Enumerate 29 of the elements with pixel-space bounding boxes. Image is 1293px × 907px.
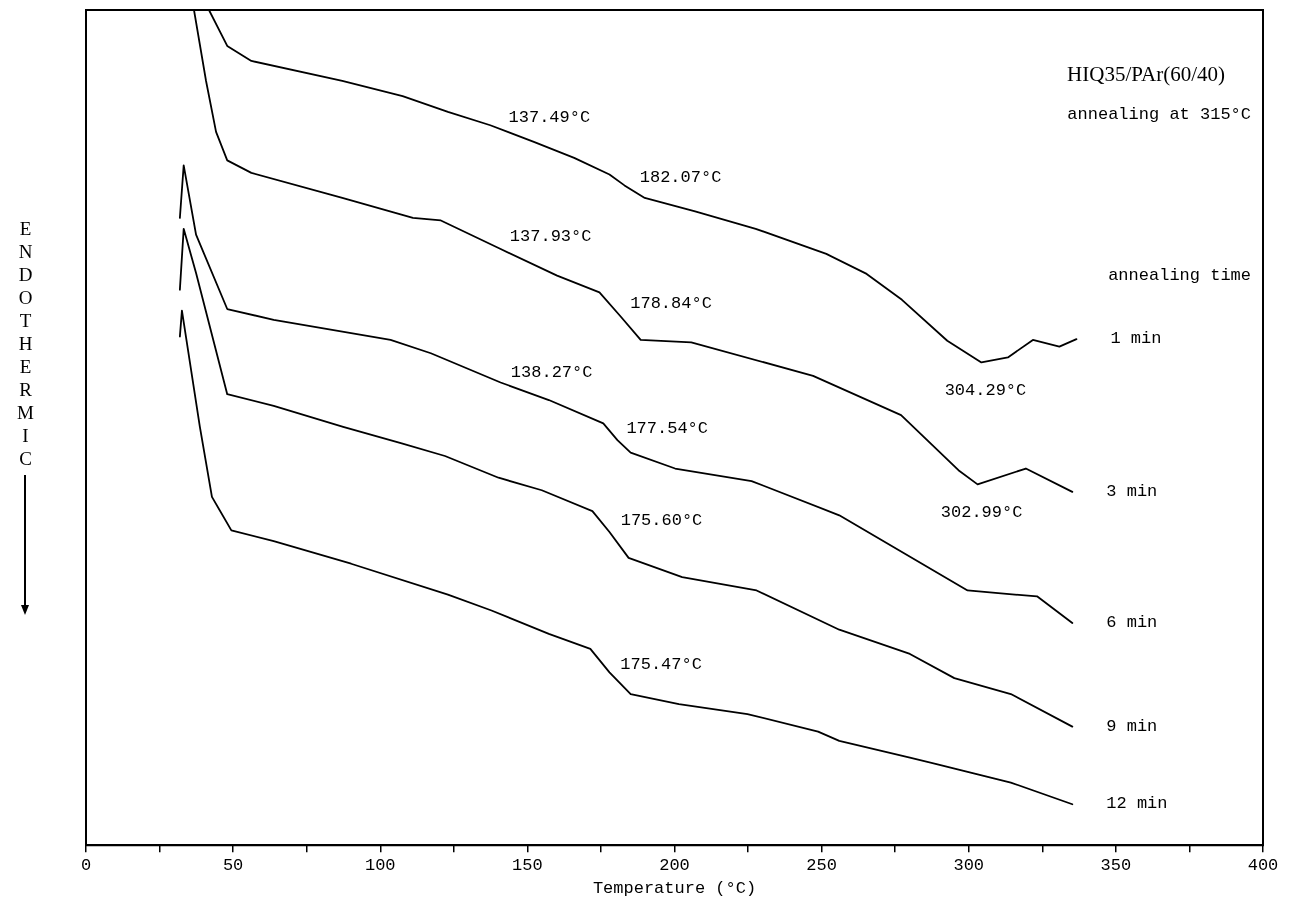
series-label: 9 min [1106, 716, 1158, 736]
annotation: 178.84°C [630, 293, 712, 313]
annotation: 175.60°C [620, 510, 703, 530]
annotation: 182.07°C [639, 168, 722, 188]
annotation: 138.27°C [510, 362, 593, 382]
x-tick-label: 50 [222, 855, 244, 875]
x-tick-label: 250 [806, 855, 837, 875]
x-tick-label: 300 [953, 855, 985, 875]
series-label: 3 min [1106, 481, 1158, 501]
x-tick-label: 350 [1100, 855, 1132, 875]
annotation: 302.99°C [940, 503, 1023, 523]
annotation: 137.49°C [508, 108, 591, 128]
x-tick-label: 200 [659, 855, 690, 875]
annotation: 175.47°C [620, 655, 702, 675]
series-label: 1 min [1110, 329, 1162, 349]
annotation: 137.93°C [509, 226, 592, 246]
x-axis-title: Temperature (°C) [592, 879, 757, 899]
legend-title: annealing time [1108, 266, 1251, 286]
text: HIQ35/PAr(60/40) [1067, 62, 1225, 86]
x-tick-label: 400 [1247, 855, 1279, 875]
series-label: 12 min [1106, 794, 1168, 814]
annotation: 304.29°C [944, 381, 1027, 401]
series-label: 6 min [1106, 613, 1158, 633]
x-tick-label: 150 [512, 855, 543, 875]
y-axis-title: ENDOTHERMIC [14, 218, 36, 471]
x-tick-label: 0 [80, 855, 92, 875]
annotation: 177.54°C [626, 418, 709, 438]
text: annealing at 315°C [1067, 105, 1251, 124]
x-tick-label: 100 [364, 855, 396, 875]
